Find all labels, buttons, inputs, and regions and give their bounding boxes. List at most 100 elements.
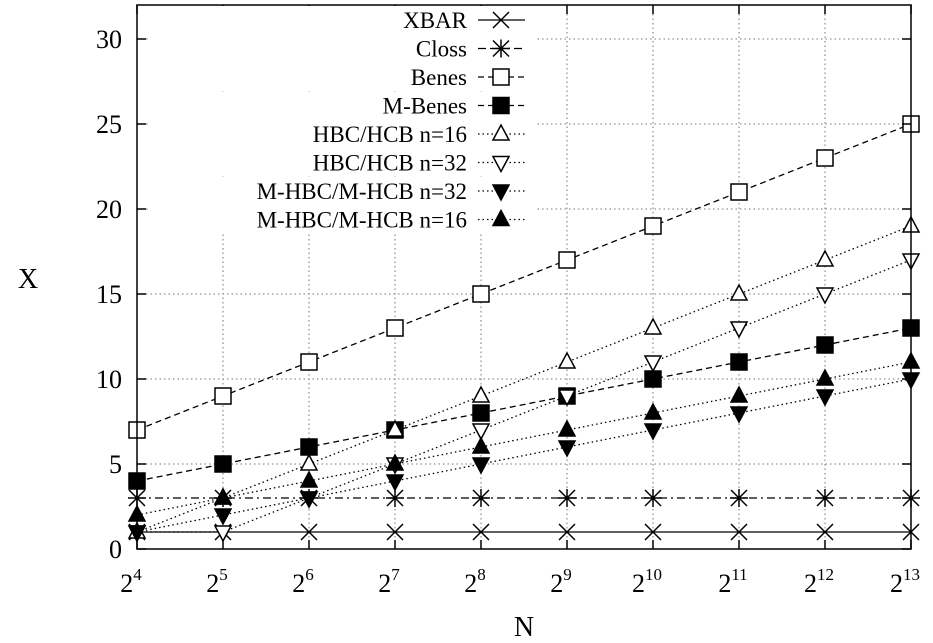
y-tick-label: 15 xyxy=(96,280,122,309)
data-point xyxy=(300,523,318,541)
data-point xyxy=(644,370,662,388)
legend-entry-bg xyxy=(150,148,535,177)
data-point xyxy=(492,39,510,58)
series-line xyxy=(136,225,912,533)
data-point xyxy=(491,208,511,227)
legend-entry-bg xyxy=(150,91,535,120)
legend-entry: M-Benes xyxy=(150,91,535,120)
data-point xyxy=(299,470,319,488)
data-point xyxy=(729,283,749,301)
data-point xyxy=(385,474,405,492)
data-point xyxy=(386,523,404,541)
x-tick-label: 27 xyxy=(378,565,400,598)
data-point xyxy=(492,11,510,29)
y-axis-label: X xyxy=(18,264,38,295)
x-tick-label: 210 xyxy=(632,565,662,598)
data-point xyxy=(815,287,835,305)
series-line xyxy=(137,259,912,533)
data-point xyxy=(491,155,511,174)
y-tick-label: 10 xyxy=(96,365,122,394)
series-m-hbc-m-hcb-n-32 xyxy=(127,372,921,543)
legend-entry-bg xyxy=(150,205,535,234)
series-line xyxy=(136,378,912,533)
y-tick-label: 20 xyxy=(96,195,122,224)
x-tick-label: 24 xyxy=(120,565,142,598)
y-tick-label: 0 xyxy=(109,535,122,564)
plot-frame xyxy=(136,4,912,550)
data-point xyxy=(492,68,510,86)
legend-label: HBC/HCB n=32 xyxy=(313,151,467,176)
legend-entry: M-HBC/M-HCB n=16 xyxy=(150,205,535,234)
legend-entry-bg xyxy=(150,6,535,34)
data-point xyxy=(729,385,749,403)
data-point xyxy=(815,389,835,407)
data-point xyxy=(644,523,662,541)
series-m-hbc-m-hcb-n-16 xyxy=(127,351,921,522)
legend-entry-bg xyxy=(150,34,535,63)
data-point xyxy=(491,184,511,202)
x-tick-label: 29 xyxy=(550,565,572,598)
x-tick-label: 26 xyxy=(292,565,314,598)
legend-entry: Closs xyxy=(150,34,535,63)
legend-entry-bg xyxy=(150,63,535,91)
series-closs xyxy=(128,489,920,507)
legend-label: Benes xyxy=(411,65,467,90)
legend-entry: XBAR xyxy=(150,6,535,34)
data-point xyxy=(491,123,511,141)
data-point xyxy=(816,336,834,354)
data-point xyxy=(643,355,663,373)
data-point xyxy=(471,423,491,441)
x-tick-label: 212 xyxy=(804,565,834,598)
data-point xyxy=(385,453,405,471)
data-point xyxy=(730,183,748,201)
data-point xyxy=(729,321,749,339)
x-tick-label: 213 xyxy=(890,565,920,598)
data-point xyxy=(471,457,491,475)
data-point xyxy=(299,491,319,509)
data-point xyxy=(816,149,834,167)
series-line xyxy=(136,123,912,431)
series-xbar xyxy=(128,523,920,541)
y-tick-label: 25 xyxy=(96,110,122,139)
data-point xyxy=(643,317,663,335)
data-point xyxy=(644,217,662,235)
data-point xyxy=(558,489,576,507)
data-point xyxy=(643,423,663,441)
series-line xyxy=(136,327,912,482)
legend-entry: HBC/HCB n=32 xyxy=(150,148,535,177)
legend-label: M-HBC/M-HCB n=16 xyxy=(257,208,467,233)
legend-entry: Benes xyxy=(150,63,535,91)
legend-label: M-Benes xyxy=(383,94,467,119)
legend-label: HBC/HCB n=16 xyxy=(313,122,467,147)
data-point xyxy=(558,523,576,541)
series-hbc-hcb-n-16 xyxy=(127,215,921,539)
data-point xyxy=(386,489,404,507)
data-point xyxy=(385,419,405,437)
legend: XBAR Closs Benes M-Benes HBC/HCB n=16 HBC/HCB… xyxy=(150,6,535,234)
data-point xyxy=(816,489,834,507)
series-line xyxy=(136,361,912,516)
data-point xyxy=(214,455,232,473)
data-point xyxy=(557,389,577,407)
legend-label: XBAR xyxy=(403,8,468,33)
y-tick-label: 5 xyxy=(109,450,122,479)
data-point xyxy=(213,525,233,543)
x-tick-label: 28 xyxy=(464,565,486,598)
data-point xyxy=(729,406,749,424)
data-point xyxy=(492,96,510,115)
data-point xyxy=(730,523,748,541)
data-point xyxy=(643,402,663,420)
data-point xyxy=(816,523,834,541)
data-point xyxy=(471,385,491,403)
legend-entry: M-HBC/M-HCB n=32 xyxy=(150,177,535,205)
data-point xyxy=(386,319,404,337)
data-point xyxy=(213,508,233,526)
legend-entry: HBC/HCB n=16 xyxy=(150,120,535,148)
x-axis-label: N xyxy=(514,612,534,643)
data-point xyxy=(557,351,577,369)
data-point xyxy=(214,387,232,405)
data-point xyxy=(472,285,490,303)
data-point xyxy=(644,489,662,507)
legend-entry-bg xyxy=(150,120,535,148)
